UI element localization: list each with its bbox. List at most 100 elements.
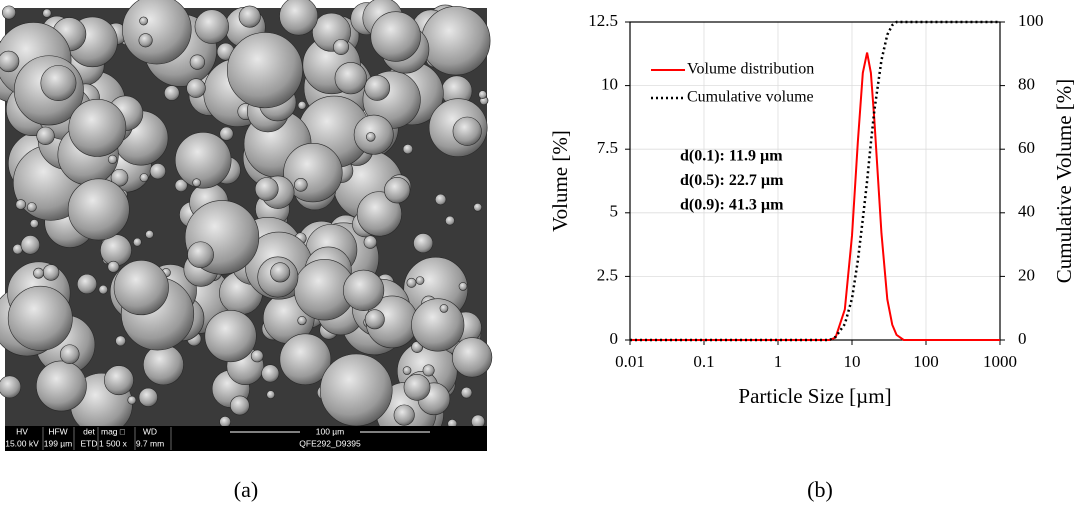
y2-tick-label: 80 <box>1018 75 1035 94</box>
y-tick-label: 5 <box>610 202 619 221</box>
x-tick-label: 1000 <box>983 352 1017 371</box>
particle <box>445 215 455 226</box>
y-tick-label: 0 <box>610 329 619 348</box>
y2-tick-label: 100 <box>1018 11 1044 30</box>
scale-bar-label: 100 µm <box>316 426 345 436</box>
particle <box>250 349 264 363</box>
y-axis-label: Volume [%] <box>548 130 572 232</box>
particle <box>279 333 332 386</box>
sem-info-bar <box>5 426 487 451</box>
particle <box>194 9 229 44</box>
particle <box>76 273 98 295</box>
particle <box>42 264 60 281</box>
particle <box>7 285 73 351</box>
particle <box>434 193 447 206</box>
particle <box>42 8 52 18</box>
particle <box>473 202 483 212</box>
particle <box>113 260 169 316</box>
x-tick-label: 100 <box>913 352 939 371</box>
sem-info-value: 9.7 mm <box>136 438 164 448</box>
sem-info-value: 199 µm <box>44 438 73 448</box>
particle <box>230 395 250 416</box>
y-tick-label: 12.5 <box>588 11 618 30</box>
y2-tick-label: 20 <box>1018 265 1035 284</box>
particle <box>297 315 307 326</box>
particle <box>439 304 449 313</box>
particle <box>36 360 87 412</box>
particle <box>122 0 192 65</box>
particle <box>452 116 482 146</box>
y-tick-label: 7.5 <box>597 138 618 157</box>
particle <box>138 33 153 48</box>
particle <box>98 284 108 295</box>
particle <box>127 395 137 405</box>
particle <box>29 219 39 229</box>
particle <box>174 131 232 189</box>
particle <box>187 241 214 269</box>
particle <box>0 375 22 399</box>
sample-id: QFE292_D9395 <box>299 438 361 448</box>
particle <box>356 191 402 237</box>
particle <box>186 78 206 98</box>
particle <box>334 62 367 95</box>
particle <box>110 168 129 187</box>
particle <box>403 374 431 401</box>
particle <box>384 177 411 204</box>
particle <box>364 75 391 101</box>
particle <box>333 39 349 55</box>
sem-info-value: 1 500 x <box>99 438 128 448</box>
particles <box>0 0 493 445</box>
particle <box>107 154 118 165</box>
y-tick-label: 10 <box>601 75 618 94</box>
particle <box>451 337 493 378</box>
particle <box>370 11 421 62</box>
particle <box>68 99 127 157</box>
particle <box>363 235 377 249</box>
legend-label: Volume distribution <box>687 61 814 78</box>
panel-label: (a) <box>234 477 258 502</box>
particle <box>478 90 487 99</box>
particle <box>0 50 20 73</box>
particle <box>226 32 303 109</box>
particle <box>279 0 319 36</box>
particle <box>33 267 44 279</box>
particle <box>364 309 385 330</box>
x-tick-label: 10 <box>844 352 861 371</box>
particle <box>319 353 393 427</box>
sem-image <box>0 0 493 451</box>
sem-info-header: det <box>83 426 95 436</box>
particle <box>143 344 184 386</box>
sem-info-header: mag □ <box>101 426 125 436</box>
particle <box>192 178 201 187</box>
sem-info-value: ETD <box>81 438 98 448</box>
particle <box>145 230 154 239</box>
particle <box>174 179 188 192</box>
particle <box>238 5 261 28</box>
particle <box>402 143 414 155</box>
particle <box>261 364 280 383</box>
particle <box>139 16 148 26</box>
y-tick-label: 2.5 <box>597 265 618 284</box>
particle <box>20 235 41 255</box>
particle <box>219 416 231 428</box>
particle <box>164 85 180 101</box>
annotation: d(0.9): 41.3 µm <box>680 197 784 214</box>
annotation: d(0.5): 22.7 µm <box>680 172 784 189</box>
particle <box>342 269 385 311</box>
data-line <box>630 20 1000 342</box>
particle <box>40 65 77 102</box>
x-tick-label: 1 <box>774 352 783 371</box>
particle <box>67 178 130 241</box>
sem-info-header: WD <box>143 426 157 436</box>
x-tick-label: 0.1 <box>693 352 714 371</box>
particle <box>107 260 120 273</box>
particle <box>26 202 37 212</box>
particle <box>59 344 80 364</box>
particle <box>138 387 158 407</box>
particle <box>411 298 465 352</box>
particle <box>254 177 279 201</box>
particle <box>115 335 126 347</box>
particle <box>415 276 425 285</box>
particle <box>422 364 435 377</box>
